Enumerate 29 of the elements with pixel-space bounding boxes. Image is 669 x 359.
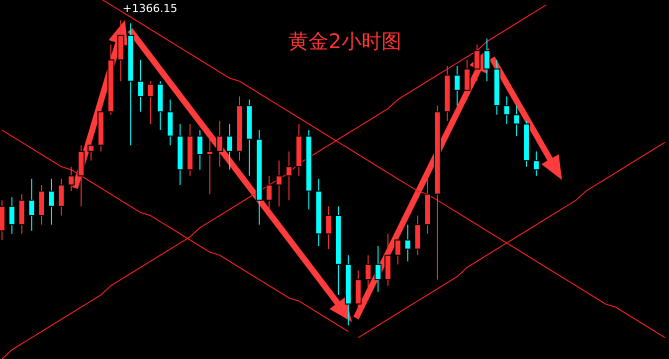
candlestick <box>146 80 154 124</box>
candlestick <box>226 123 234 170</box>
candlestick <box>374 246 382 292</box>
candlestick <box>266 175 273 210</box>
candlestick <box>286 150 292 201</box>
candlestick <box>8 196 16 234</box>
candlestick <box>58 178 65 216</box>
text: +1366.15 <box>122 2 178 15</box>
candlestick <box>532 150 540 176</box>
candlestick <box>196 130 204 170</box>
candlestick <box>364 254 372 296</box>
candlestick <box>325 206 332 250</box>
candlestick <box>394 230 402 265</box>
candlestick <box>48 178 55 226</box>
candlestick <box>513 105 520 137</box>
candlestick <box>503 96 510 124</box>
text: 黄金2小时图 <box>288 29 402 53</box>
candlestick <box>464 59 471 100</box>
candlestick <box>28 178 36 232</box>
candlestick <box>276 160 283 207</box>
candlestick <box>454 65 461 106</box>
candlestick <box>88 136 95 162</box>
candlestick <box>68 166 75 192</box>
candlestick <box>216 120 224 168</box>
candlestick <box>474 44 480 82</box>
candlestick <box>137 59 144 112</box>
candlestick <box>206 136 214 195</box>
candlestick <box>404 224 412 262</box>
candlestick <box>483 38 490 82</box>
